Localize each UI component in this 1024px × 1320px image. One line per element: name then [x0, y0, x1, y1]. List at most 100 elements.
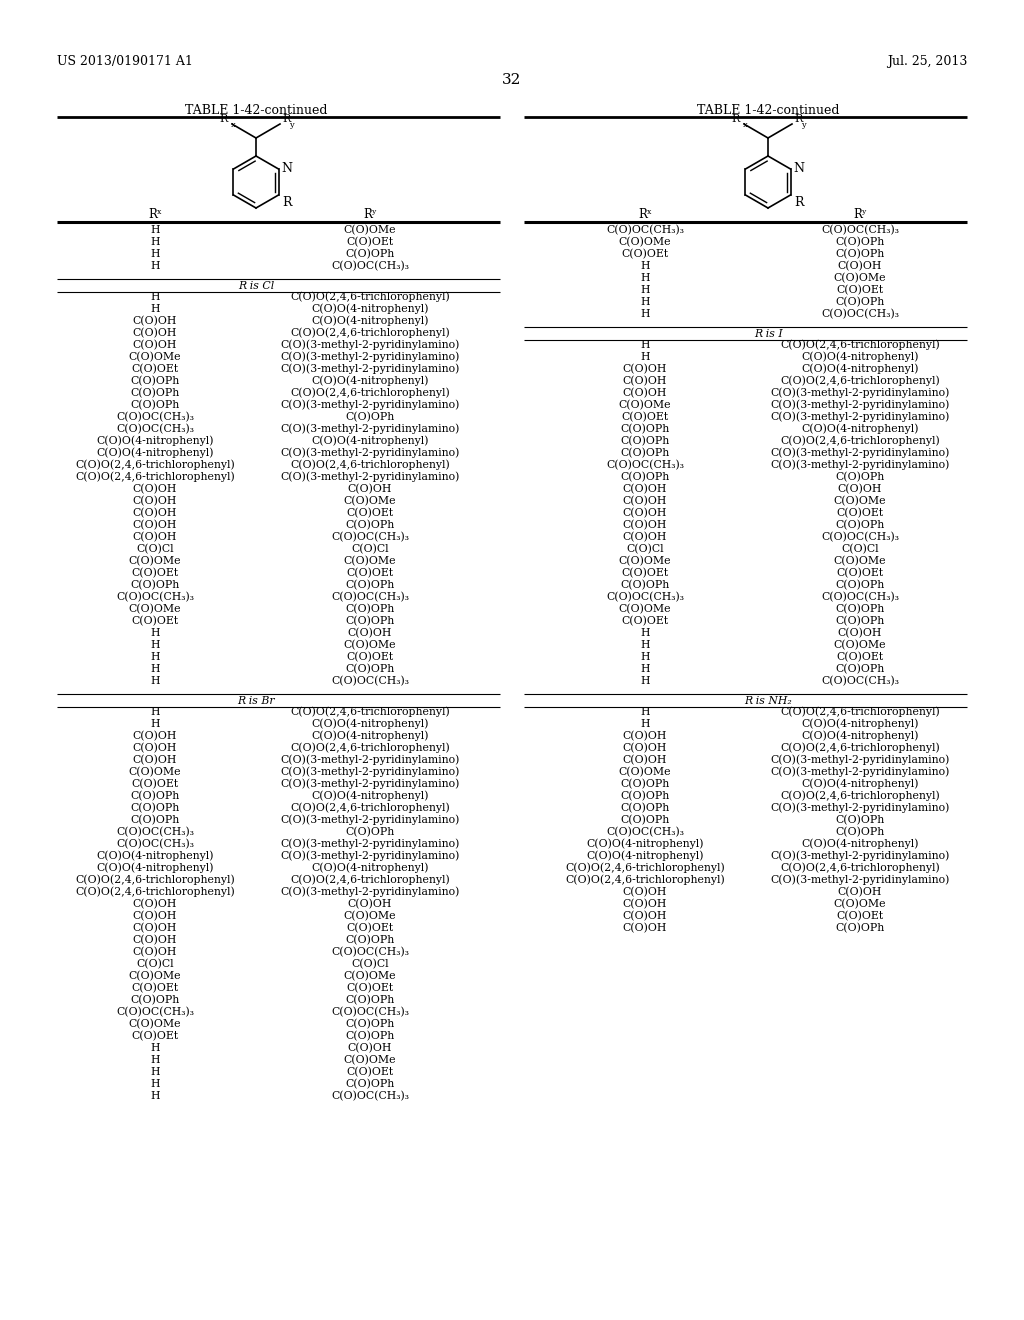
Text: R is I: R is I: [754, 329, 782, 339]
Text: H: H: [640, 628, 650, 638]
Text: C(O)OH: C(O)OH: [623, 376, 668, 387]
Text: C(O)OMe: C(O)OMe: [618, 236, 672, 247]
Text: C(O)(3-methyl-2-pyridinylamino): C(O)(3-methyl-2-pyridinylamino): [770, 447, 949, 458]
Text: C(O)OC(CH₃)₃: C(O)OC(CH₃)₃: [821, 532, 899, 543]
Text: H: H: [640, 273, 650, 282]
Text: C(O)O(4-nitrophenyl): C(O)O(4-nitrophenyl): [801, 351, 919, 362]
Text: H: H: [151, 1043, 160, 1053]
Text: C(O)O(2,4,6-trichlorophenyl): C(O)O(2,4,6-trichlorophenyl): [290, 743, 450, 754]
Text: C(O)OH: C(O)OH: [133, 935, 177, 945]
Text: C(O)O(2,4,6-trichlorophenyl): C(O)O(2,4,6-trichlorophenyl): [780, 863, 940, 874]
Text: R is Br: R is Br: [238, 696, 274, 706]
Text: C(O)OH: C(O)OH: [623, 911, 668, 921]
Text: C(O)(3-methyl-2-pyridinylamino): C(O)(3-methyl-2-pyridinylamino): [770, 850, 949, 861]
Text: C(O)OPh: C(O)OPh: [836, 664, 885, 675]
Text: C(O)OMe: C(O)OMe: [129, 556, 181, 566]
Text: C(O)OMe: C(O)OMe: [834, 899, 886, 909]
Text: R: R: [795, 195, 804, 209]
Text: C(O)OC(CH₃)₃: C(O)OC(CH₃)₃: [331, 591, 409, 602]
Text: C(O)O(4-nitrophenyl): C(O)O(4-nitrophenyl): [311, 376, 429, 387]
Text: C(O)(3-methyl-2-pyridinylamino): C(O)(3-methyl-2-pyridinylamino): [281, 887, 460, 898]
Text: C(O)OC(CH₃)₃: C(O)OC(CH₃)₃: [331, 261, 409, 271]
Text: C(O)O(2,4,6-trichlorophenyl): C(O)O(2,4,6-trichlorophenyl): [780, 436, 940, 446]
Text: C(O)O(4-nitrophenyl): C(O)O(4-nitrophenyl): [587, 838, 703, 849]
Text: H: H: [640, 719, 650, 729]
Text: C(O)OH: C(O)OH: [133, 327, 177, 338]
Text: US 2013/0190171 A1: US 2013/0190171 A1: [57, 55, 193, 69]
Text: C(O)OMe: C(O)OMe: [344, 640, 396, 651]
Text: C(O)OH: C(O)OH: [623, 887, 668, 898]
Text: C(O)OH: C(O)OH: [348, 484, 392, 494]
Text: H: H: [151, 292, 160, 302]
Text: C(O)O(4-nitrophenyl): C(O)O(4-nitrophenyl): [311, 718, 429, 729]
Text: C(O)OPh: C(O)OPh: [836, 520, 885, 531]
Text: C(O)OEt: C(O)OEt: [346, 1067, 393, 1077]
Text: C(O)OMe: C(O)OMe: [618, 603, 672, 614]
Text: C(O)OEt: C(O)OEt: [622, 616, 669, 626]
Text: C(O)OPh: C(O)OPh: [345, 603, 394, 614]
Text: C(O)OEt: C(O)OEt: [346, 508, 393, 519]
Text: C(O)(3-methyl-2-pyridinylamino): C(O)(3-methyl-2-pyridinylamino): [281, 755, 460, 766]
Text: C(O)OPh: C(O)OPh: [345, 664, 394, 675]
Text: C(O)OH: C(O)OH: [623, 484, 668, 494]
Text: C(O)(3-methyl-2-pyridinylamino): C(O)(3-methyl-2-pyridinylamino): [770, 755, 949, 766]
Text: C(O)OPh: C(O)OPh: [345, 1078, 394, 1089]
Text: C(O)OPh: C(O)OPh: [345, 826, 394, 837]
Text: C(O)(3-methyl-2-pyridinylamino): C(O)(3-methyl-2-pyridinylamino): [281, 364, 460, 375]
Text: C(O)OH: C(O)OH: [133, 946, 177, 957]
Text: C(O)OPh: C(O)OPh: [130, 995, 179, 1005]
Text: C(O)OC(CH₃)₃: C(O)OC(CH₃)₃: [331, 1090, 409, 1101]
Text: H: H: [151, 249, 160, 259]
Text: H: H: [640, 640, 650, 649]
Text: Rʸ: Rʸ: [364, 209, 377, 222]
Text: C(O)OPh: C(O)OPh: [345, 520, 394, 531]
Text: C(O)O(4-nitrophenyl): C(O)O(4-nitrophenyl): [311, 791, 429, 801]
Text: H: H: [151, 224, 160, 235]
Text: C(O)OH: C(O)OH: [623, 923, 668, 933]
Text: C(O)O(4-nitrophenyl): C(O)O(4-nitrophenyl): [311, 304, 429, 314]
Text: H: H: [151, 238, 160, 247]
Text: C(O)OH: C(O)OH: [623, 899, 668, 909]
Text: C(O)Cl: C(O)Cl: [841, 544, 879, 554]
Text: x: x: [231, 121, 236, 129]
Text: R is Cl: R is Cl: [238, 281, 274, 290]
Text: C(O)OEt: C(O)OEt: [837, 568, 884, 578]
Text: C(O)OPh: C(O)OPh: [621, 803, 670, 813]
Text: C(O)OMe: C(O)OMe: [834, 556, 886, 566]
Text: C(O)O(2,4,6-trichlorophenyl): C(O)O(2,4,6-trichlorophenyl): [290, 327, 450, 338]
Text: H: H: [151, 628, 160, 638]
Text: C(O)Cl: C(O)Cl: [136, 958, 174, 969]
Text: C(O)(3-methyl-2-pyridinylamino): C(O)(3-methyl-2-pyridinylamino): [770, 767, 949, 777]
Text: C(O)OEt: C(O)OEt: [837, 285, 884, 296]
Text: Rˣ: Rˣ: [148, 209, 162, 222]
Text: C(O)OEt: C(O)OEt: [622, 412, 669, 422]
Text: C(O)OEt: C(O)OEt: [622, 568, 669, 578]
Text: C(O)O(4-nitrophenyl): C(O)O(4-nitrophenyl): [96, 447, 214, 458]
Text: C(O)OPh: C(O)OPh: [621, 791, 670, 801]
Text: C(O)OH: C(O)OH: [348, 899, 392, 909]
Text: C(O)OPh: C(O)OPh: [621, 447, 670, 458]
Text: H: H: [640, 352, 650, 362]
Text: H: H: [151, 304, 160, 314]
Text: C(O)O(4-nitrophenyl): C(O)O(4-nitrophenyl): [311, 436, 429, 446]
Text: C(O)OPh: C(O)OPh: [836, 616, 885, 626]
Text: x: x: [743, 121, 748, 129]
Text: C(O)O(4-nitrophenyl): C(O)O(4-nitrophenyl): [96, 436, 214, 446]
Text: C(O)OMe: C(O)OMe: [618, 556, 672, 566]
Text: C(O)OPh: C(O)OPh: [836, 297, 885, 308]
Text: C(O)(3-methyl-2-pyridinylamino): C(O)(3-methyl-2-pyridinylamino): [281, 339, 460, 350]
Text: C(O)O(2,4,6-trichlorophenyl): C(O)O(2,4,6-trichlorophenyl): [290, 803, 450, 813]
Text: H: H: [640, 297, 650, 308]
Text: C(O)OMe: C(O)OMe: [834, 640, 886, 651]
Text: C(O)OPh: C(O)OPh: [130, 388, 179, 399]
Text: C(O)OPh: C(O)OPh: [130, 400, 179, 411]
Text: N: N: [794, 161, 805, 174]
Text: C(O)OMe: C(O)OMe: [344, 556, 396, 566]
Text: H: H: [640, 708, 650, 717]
Text: H: H: [640, 309, 650, 319]
Text: H: H: [151, 640, 160, 649]
Text: C(O)Cl: C(O)Cl: [627, 544, 664, 554]
Text: C(O)(3-methyl-2-pyridinylamino): C(O)(3-methyl-2-pyridinylamino): [281, 814, 460, 825]
Text: C(O)OPh: C(O)OPh: [836, 923, 885, 933]
Text: C(O)OH: C(O)OH: [133, 496, 177, 506]
